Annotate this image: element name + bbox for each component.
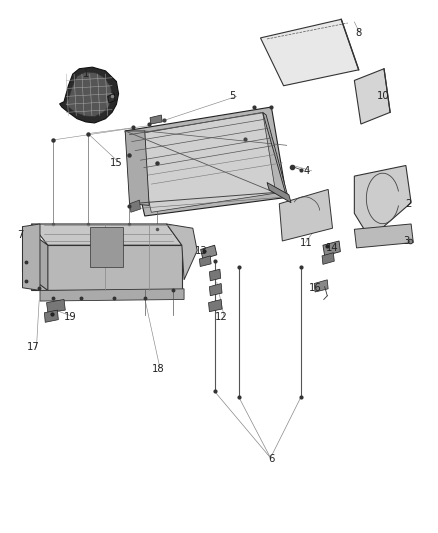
Polygon shape (208, 300, 222, 312)
Text: 1: 1 (83, 69, 89, 79)
Polygon shape (201, 245, 217, 259)
Text: 7: 7 (17, 230, 24, 240)
Polygon shape (166, 224, 197, 280)
Polygon shape (90, 227, 123, 266)
Polygon shape (31, 224, 182, 245)
Text: 3: 3 (404, 236, 410, 246)
Polygon shape (209, 269, 221, 281)
Polygon shape (130, 200, 141, 212)
Polygon shape (44, 310, 58, 322)
Polygon shape (60, 67, 119, 123)
Polygon shape (323, 241, 340, 256)
Polygon shape (22, 224, 40, 290)
Polygon shape (31, 245, 182, 290)
Polygon shape (150, 115, 162, 124)
Polygon shape (199, 256, 211, 266)
Polygon shape (134, 112, 276, 212)
Text: 11: 11 (300, 238, 313, 247)
Text: 18: 18 (152, 364, 164, 374)
Polygon shape (263, 112, 289, 200)
Polygon shape (46, 300, 65, 313)
Polygon shape (267, 182, 291, 203)
Polygon shape (354, 165, 411, 235)
Text: 12: 12 (215, 312, 228, 322)
Text: 14: 14 (326, 243, 339, 253)
Polygon shape (22, 227, 48, 290)
Polygon shape (279, 189, 332, 241)
Text: 2: 2 (406, 199, 412, 209)
Polygon shape (125, 107, 287, 216)
Text: 15: 15 (110, 158, 123, 168)
Polygon shape (108, 94, 115, 103)
Text: 5: 5 (229, 91, 235, 101)
Polygon shape (261, 19, 359, 86)
Text: 4: 4 (303, 166, 310, 176)
Text: 6: 6 (268, 454, 275, 464)
Text: 13: 13 (195, 246, 208, 255)
Text: 17: 17 (27, 342, 40, 352)
Text: 10: 10 (376, 91, 389, 101)
Polygon shape (125, 131, 149, 205)
Text: 19: 19 (64, 312, 77, 322)
Polygon shape (354, 69, 390, 124)
Text: 16: 16 (309, 283, 321, 293)
Polygon shape (40, 289, 184, 301)
Text: 8: 8 (356, 28, 362, 38)
Polygon shape (322, 253, 334, 264)
Polygon shape (314, 280, 328, 292)
Polygon shape (66, 72, 112, 117)
Polygon shape (209, 284, 222, 296)
Polygon shape (354, 224, 413, 248)
